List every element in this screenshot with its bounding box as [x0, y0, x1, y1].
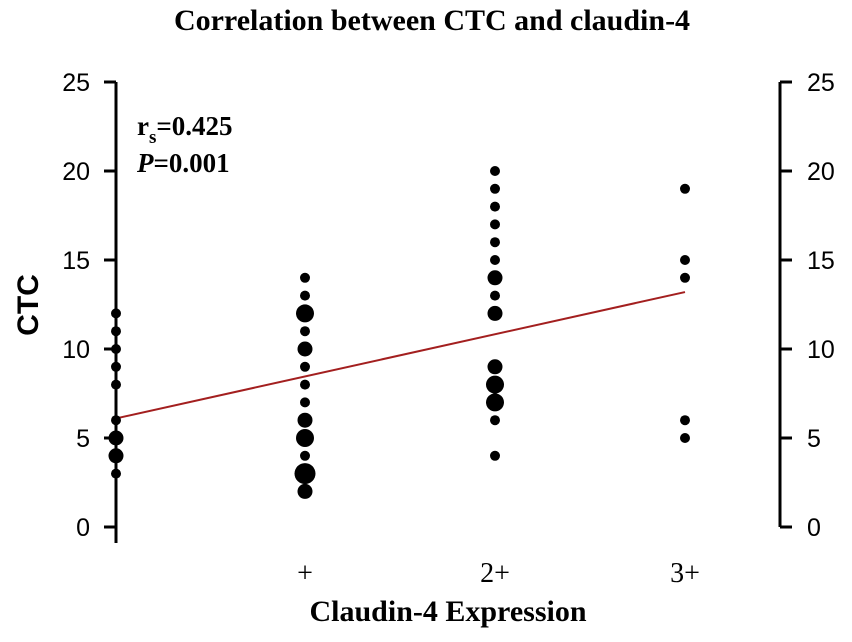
- spearman-r: rs=0.425: [137, 111, 233, 148]
- y-tick-label-left: 15: [62, 247, 90, 275]
- regression-line: [115, 291, 686, 420]
- x-axis-title: Claudin-4 Expression: [309, 595, 586, 628]
- y-axis-title: CTC: [12, 274, 45, 336]
- data-point: [490, 183, 500, 194]
- y-ticks-left: 0 5 10 15 20 25: [62, 69, 116, 542]
- x-tick-label: +: [297, 558, 313, 589]
- data-point: [680, 433, 690, 443]
- data-point: [111, 468, 121, 479]
- y-tick-label-left: 5: [76, 425, 90, 453]
- data-point: [300, 361, 310, 372]
- data-points: [108, 166, 690, 499]
- data-point: [296, 304, 314, 323]
- x-tick-label: 3+: [670, 558, 700, 589]
- data-point: [486, 375, 504, 394]
- data-point: [111, 379, 121, 390]
- r-prefix: r: [137, 111, 149, 141]
- data-point: [490, 290, 500, 301]
- data-point: [680, 272, 690, 283]
- data-point: [487, 305, 503, 321]
- data-point: [297, 483, 313, 499]
- p-letter: P: [136, 148, 154, 178]
- data-point: [297, 341, 313, 357]
- data-point: [300, 290, 310, 301]
- chart-title: Correlation between CTC and claudin-4: [174, 4, 690, 37]
- data-point: [490, 166, 500, 176]
- y-tick-label-right: 10: [807, 336, 835, 364]
- y-tick-label-right: 20: [807, 158, 835, 186]
- data-point: [108, 430, 124, 446]
- y-tick-label-right: 5: [807, 425, 821, 453]
- y-tick-label-right: 0: [807, 514, 821, 542]
- data-point: [490, 415, 500, 426]
- x-ticks: +2+ 3+: [114, 527, 700, 589]
- data-point: [111, 344, 121, 354]
- y-tick-label-left: 10: [62, 336, 90, 364]
- y-tick-label-left: 20: [62, 158, 90, 186]
- data-point: [300, 379, 310, 390]
- data-point: [108, 448, 124, 464]
- data-point: [490, 219, 500, 230]
- y-tick-label-left: 25: [62, 69, 90, 97]
- stats-annotation: rs=0.425 P=0.001: [136, 111, 233, 178]
- p-value: P=0.001: [136, 148, 230, 178]
- data-point: [490, 237, 500, 248]
- data-point: [300, 326, 310, 337]
- data-point: [111, 361, 121, 372]
- data-point: [487, 270, 503, 286]
- data-point: [486, 393, 504, 412]
- data-point: [680, 183, 690, 194]
- y-ticks-right: 0 5 10 15 20 25: [780, 69, 835, 542]
- r-value: =0.425: [156, 111, 232, 141]
- data-point: [294, 463, 316, 485]
- y-tick-label-right: 15: [807, 247, 835, 275]
- p-number: =0.001: [154, 148, 230, 178]
- data-point: [111, 326, 121, 337]
- data-point: [300, 450, 310, 461]
- data-point: [487, 359, 503, 375]
- data-point: [300, 272, 310, 283]
- data-point: [297, 412, 313, 428]
- data-point: [680, 255, 690, 265]
- data-point: [490, 201, 500, 212]
- y-tick-label-left: 0: [76, 514, 90, 542]
- data-point: [490, 255, 500, 265]
- data-point: [111, 308, 121, 319]
- data-point: [490, 450, 500, 461]
- data-point: [296, 429, 314, 447]
- r-subscript: s: [149, 127, 156, 148]
- data-point: [680, 415, 690, 426]
- y-tick-label-right: 25: [807, 69, 835, 97]
- data-point: [300, 397, 310, 408]
- data-point: [111, 415, 121, 426]
- x-tick-label: 2+: [480, 558, 510, 589]
